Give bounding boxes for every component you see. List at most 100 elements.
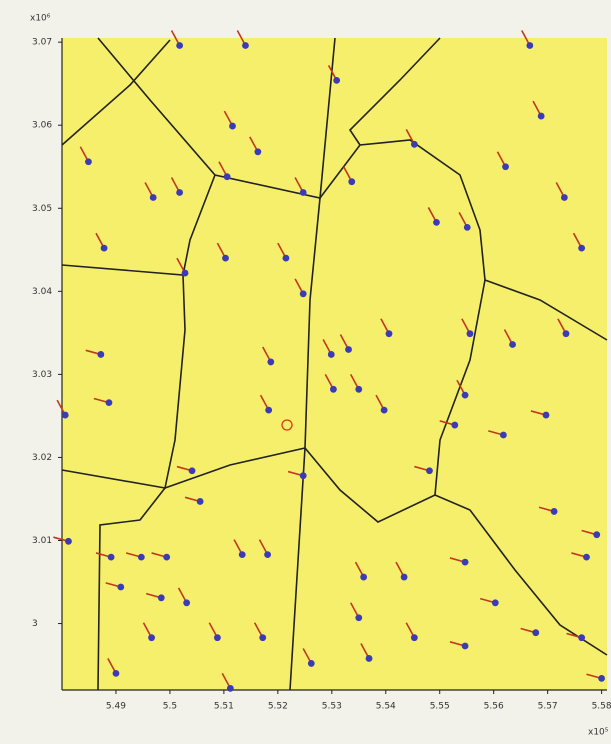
station-point — [157, 594, 165, 602]
station-point — [229, 122, 236, 130]
station-point — [264, 551, 271, 559]
boundary — [97, 487, 166, 691]
station-point — [107, 553, 115, 561]
station-point — [537, 112, 545, 120]
station-point — [578, 634, 586, 642]
plot-area — [62, 38, 607, 690]
station-point — [149, 194, 157, 201]
station-point — [360, 573, 368, 581]
marker-circle — [281, 419, 293, 431]
x-tick-label: 5.52 — [268, 702, 288, 712]
station-point — [355, 614, 363, 622]
station-point — [259, 634, 267, 642]
station-point — [137, 553, 145, 561]
station-point — [183, 599, 191, 607]
y-tick-label: 3.06 — [32, 121, 52, 131]
station-point — [242, 42, 249, 49]
station-point — [451, 421, 459, 429]
station-point — [105, 399, 113, 407]
y-tick-label: 3.03 — [32, 370, 52, 380]
station-point — [299, 189, 307, 196]
station-point — [330, 385, 337, 393]
station-point — [345, 346, 352, 353]
station-point — [593, 531, 601, 539]
y-tick-label: 3.01 — [32, 536, 52, 546]
station-point — [226, 684, 234, 692]
station-point — [282, 254, 290, 262]
y-tick-label: 3.02 — [32, 453, 52, 463]
x-tick-label: 5.54 — [376, 702, 396, 712]
boundary — [61, 274, 186, 489]
station-point — [163, 553, 171, 561]
station-point — [550, 508, 558, 515]
boundary — [61, 39, 171, 146]
station-point — [526, 42, 534, 49]
station-point — [578, 244, 586, 252]
station-point — [299, 472, 307, 480]
station-point — [214, 634, 221, 642]
station-point — [385, 330, 393, 338]
x-tick-label: 5.5 — [163, 702, 177, 712]
station-point — [97, 351, 105, 358]
boundary — [289, 197, 321, 691]
station-point — [410, 634, 418, 642]
station-point — [509, 341, 516, 348]
y-tick-label: 3.07 — [32, 38, 52, 48]
x-tick-label: 5.53 — [322, 702, 342, 712]
station-point — [222, 254, 229, 262]
y-multiplier: x10⁶ — [30, 14, 51, 24]
boundary — [164, 447, 608, 656]
x-multiplier: x10⁵ — [588, 728, 609, 738]
boundary — [61, 174, 216, 276]
station-point — [188, 467, 196, 475]
y-tick-label: 3.05 — [32, 204, 52, 214]
station-point — [491, 599, 499, 607]
station-point — [333, 76, 341, 84]
station-point — [223, 173, 231, 181]
station-point — [355, 385, 363, 393]
station-point — [560, 194, 568, 201]
x-tick-label: 5.55 — [430, 702, 450, 712]
boundary — [348, 37, 441, 146]
station-point — [176, 42, 184, 49]
station-point — [583, 553, 590, 561]
station-point — [176, 189, 184, 196]
station-point — [85, 158, 92, 166]
station-point — [502, 163, 509, 171]
station-point — [196, 498, 204, 505]
station-point — [410, 140, 418, 148]
y-tick-label: 3 — [32, 619, 38, 629]
station-point — [598, 674, 606, 682]
station-point — [61, 411, 69, 419]
station-point — [100, 244, 108, 252]
boundary — [484, 279, 608, 341]
station-point — [267, 358, 275, 366]
station-point — [238, 551, 246, 559]
region-boundaries — [61, 37, 608, 691]
station-point — [299, 290, 307, 298]
station-point — [499, 431, 507, 439]
station-point — [265, 406, 273, 414]
station-point — [562, 330, 570, 338]
station-point — [365, 655, 373, 662]
station-point — [65, 537, 72, 545]
station-point — [463, 223, 471, 231]
x-tick-label: 5.49 — [106, 702, 126, 712]
station-point — [254, 148, 262, 156]
boundary — [319, 139, 486, 496]
x-tick-label: 5.57 — [538, 702, 558, 712]
station-point — [112, 669, 120, 677]
station-point — [117, 583, 125, 591]
station-point — [327, 351, 335, 358]
x-tick-label: 5.51 — [214, 702, 234, 712]
station-point — [380, 406, 388, 414]
station-point — [466, 330, 474, 338]
station-point — [307, 660, 315, 667]
x-tick-label: 5.56 — [484, 702, 504, 712]
station-point — [400, 573, 408, 581]
station-point — [148, 634, 155, 642]
station-point — [426, 467, 433, 475]
station-point — [532, 629, 540, 637]
station-point — [433, 218, 440, 226]
